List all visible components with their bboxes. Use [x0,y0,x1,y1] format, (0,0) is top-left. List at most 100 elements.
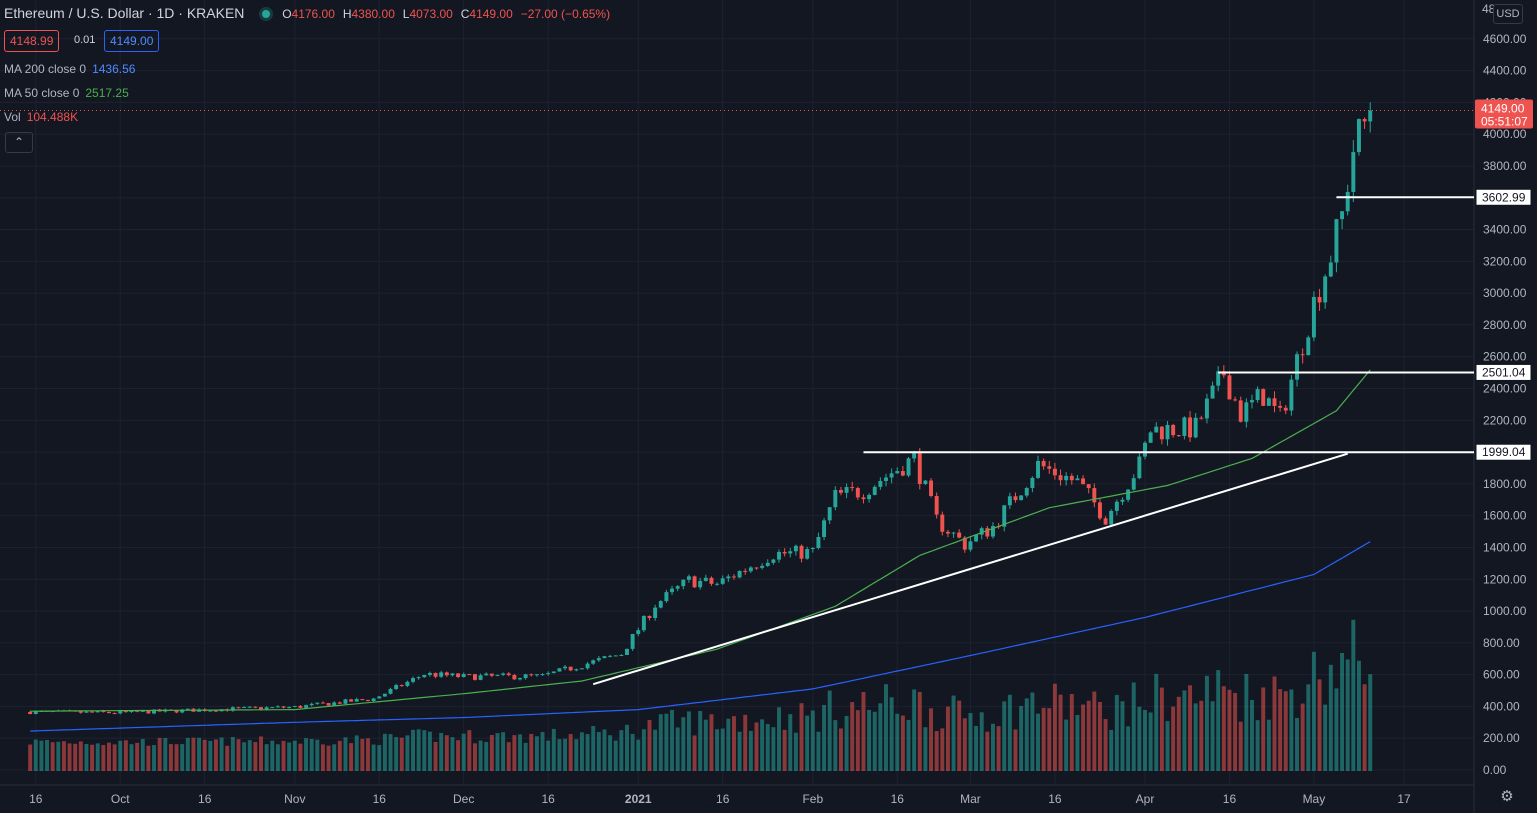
volume-bar [557,739,562,771]
ma200-legend[interactable]: MA 200 close 0 1436.56 [4,62,135,76]
candle-body [647,615,652,619]
candle-body [501,673,506,675]
candle-body [1143,442,1147,457]
volume-bar [422,730,427,771]
bar-countdown-label: 05:51:07 [1481,114,1528,128]
volume-bar [1148,712,1153,771]
ma50-legend[interactable]: MA 50 close 0 2517.25 [4,86,129,100]
candle-body [1244,402,1249,422]
volume-bar [540,731,545,771]
candle-body [405,681,410,686]
candle-body [450,673,455,676]
volume-bar [332,744,337,771]
candle-body [788,551,793,554]
price-axis-label: 3800.00 [1483,159,1527,173]
candle-body [568,666,573,671]
volume-bar [608,735,613,771]
candle-body [326,703,331,706]
volume-bar [1233,692,1238,771]
candle-body [1030,477,1035,489]
time-axis-label: Apr [1136,792,1155,806]
volume-bar [275,744,280,771]
volume-bar [563,738,568,771]
candle-body [1007,496,1012,506]
price-axis-label: 48 [1482,2,1496,16]
candle-body [484,673,489,676]
candle-body [90,711,95,713]
symbol-header[interactable]: Ethereum / U.S. Dollar · 1D · KRAKEN O41… [4,5,614,21]
volume-name: Vol [4,110,21,124]
volume-bar [833,720,838,771]
currency-button[interactable]: USD [1493,4,1523,24]
volume-bar [1030,692,1035,771]
volume-bar [1137,706,1142,771]
volume-bar [394,737,399,771]
symbol-title[interactable]: Ethereum / U.S. Dollar · 1D · KRAKEN [4,5,245,21]
candle-body [1097,502,1102,519]
volume-bar [264,744,269,771]
volume-bar [1340,652,1345,771]
open-label: O [282,7,292,21]
volume-bar [472,743,477,771]
candle-body [793,545,798,552]
volume-bar [1193,703,1198,771]
volume-bar [1199,700,1204,771]
time-axis-label: Mar [960,792,981,806]
volume-bar [1188,685,1193,771]
volume-bar [163,737,168,771]
candle-body [1036,460,1040,478]
volume-bar [1351,619,1356,771]
volume-bar [304,738,309,771]
volume-bar [765,724,770,771]
volume-bar [1182,690,1187,771]
volume-bar [1216,670,1221,771]
volume-bar [1238,721,1243,771]
volume-bar [900,715,905,771]
volume-bar [1295,717,1299,771]
candle-body [472,674,477,680]
candle-body [1126,489,1131,500]
time-axis-label: 16 [541,792,555,806]
candle-body [867,494,872,500]
volume-bar [456,740,461,771]
candle-body [371,698,376,702]
volume-bar [1047,708,1052,771]
time-axis-label: Dec [453,792,474,806]
price-axis-label: 3400.00 [1483,223,1527,237]
volume-bar [433,741,438,771]
buy-price-button[interactable]: 4149.00 [104,30,160,52]
candle-body [1137,456,1142,479]
price-axis-label: 4000.00 [1483,127,1527,141]
volume-bar [636,739,641,771]
volume-bar [574,739,579,771]
volume-bar [382,733,387,771]
sell-price-button[interactable]: 4148.99 [4,30,60,52]
volume-bars [28,619,1373,771]
volume-bar [95,743,100,771]
candle-body [118,711,123,714]
time-axis-label: 2021 [625,792,652,806]
trendline [592,452,1348,686]
volume-bar [84,744,89,771]
volume-bar [850,702,855,771]
candle-body [444,672,449,676]
gear-icon[interactable]: ⚙ [1500,788,1514,805]
volume-bar [1041,707,1046,771]
candle-body [895,471,900,474]
volume-bar [1283,691,1288,771]
volume-bar [670,709,675,771]
volume-legend[interactable]: Vol 104.488K [4,110,78,124]
candle-body [1103,518,1108,525]
volume-bar [174,744,179,771]
candle-body [596,658,601,661]
candle-body [974,534,979,542]
volume-bar [523,742,528,771]
candle-body [675,586,680,589]
time-axis-label: 16 [716,792,730,806]
volume-bar [320,744,325,771]
candle-body [315,702,320,704]
volume-bar [1064,719,1069,771]
volume-bar [1154,673,1159,771]
chevron-up-icon[interactable]: ⌃ [5,132,33,153]
